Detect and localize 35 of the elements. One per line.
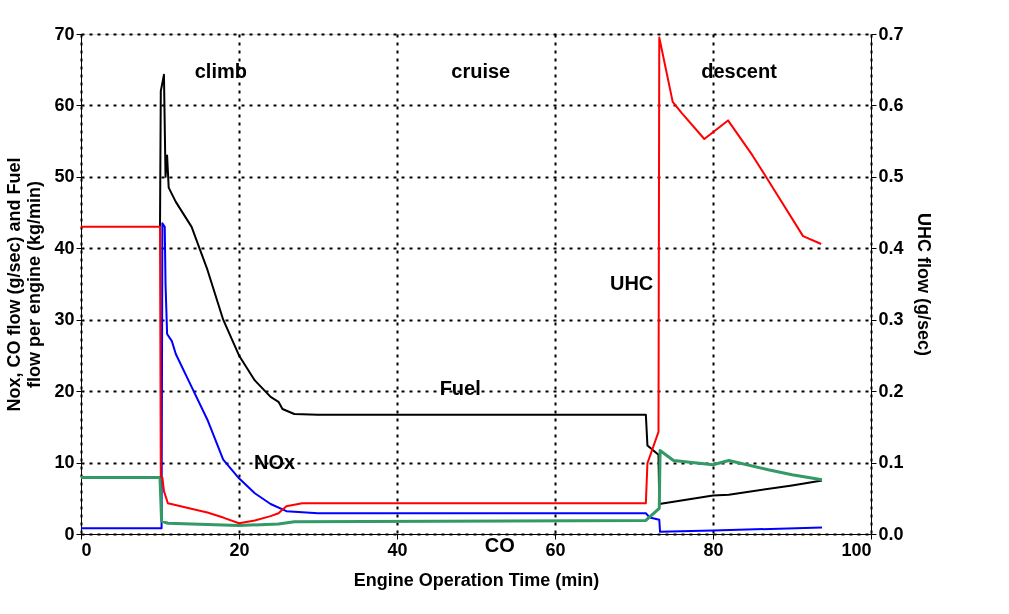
y2-tick-label: 0.7: [878, 23, 904, 44]
x-tick-label: 20: [229, 539, 250, 560]
y-tick-label: 40: [54, 237, 75, 258]
annotation: cruise: [451, 59, 511, 82]
x-tick-label: 0: [81, 539, 92, 560]
y-tick-label: 50: [54, 166, 75, 187]
x-tick-label: 80: [703, 539, 724, 560]
y2-tick-label: 0.0: [878, 523, 904, 544]
y2-tick-label: 0.2: [878, 380, 904, 401]
x-tick-label: 60: [545, 539, 566, 560]
y2-tick-label: 0.5: [878, 166, 904, 187]
annotation: descent: [701, 59, 778, 82]
y-tick-label: 30: [54, 309, 75, 330]
x-tick-label: 40: [387, 539, 408, 560]
x-tick-label: 100: [841, 539, 872, 560]
series-label: Fuel: [439, 377, 481, 399]
y2-axis-title: UHC flow (g/sec): [913, 212, 934, 357]
x-axis-title: Engine Operation Time (min): [353, 569, 600, 590]
y2-tick-label: 0.6: [878, 94, 904, 115]
y-tick-label: 0: [64, 523, 75, 544]
line-series: [79, 448, 824, 527]
y2-tick-label: 0.1: [878, 452, 904, 473]
line-series: [80, 222, 824, 533]
series-label: CO: [484, 534, 515, 556]
y-tick-label: 10: [54, 452, 75, 473]
y2-tick-label: 0.3: [878, 309, 904, 330]
y-tick-label: 20: [54, 380, 75, 401]
line-series: [80, 36, 823, 525]
annotation: climb: [194, 59, 247, 82]
y-axis-title: Nox, CO flow (g/sec) and Fuel flow per engine (kg/min): [4, 157, 45, 412]
y-tick-label: 70: [54, 23, 75, 44]
series-label: NOx: [253, 450, 296, 473]
y-tick-label: 60: [54, 94, 75, 115]
series-label: UHC: [609, 272, 654, 294]
y2-tick-label: 0.4: [878, 237, 904, 258]
